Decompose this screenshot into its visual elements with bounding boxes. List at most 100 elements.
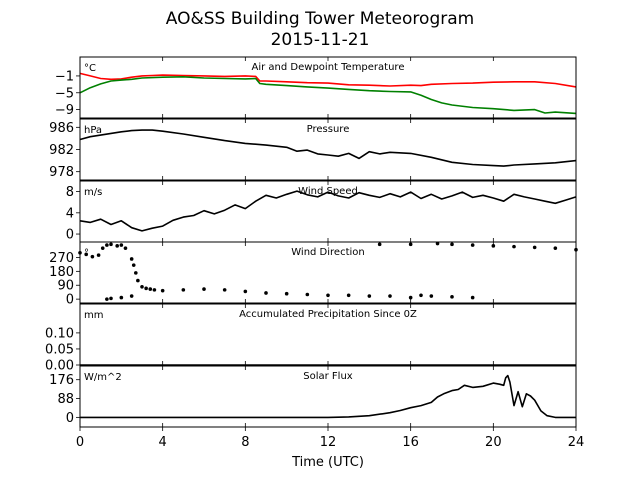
y-tick-label: −5 [55,86,74,101]
wind-direction-point [470,243,475,247]
y-tick-label: 4 [66,206,74,221]
wind-direction-point [377,242,382,247]
wind-direction-point [512,244,516,249]
wind-direction-point [202,287,206,291]
wind-direction-point [284,291,289,296]
y-tick-label: 270 [49,251,74,266]
wind-direction-point [243,289,248,294]
wind-direction-point [148,287,153,291]
y-tick-label: 986 [49,121,74,136]
wind-direction-point [435,241,440,246]
y-tick-label: 0 [66,228,74,243]
y-tick-label: 0.00 [45,359,74,374]
figure-title-line2: 2015-11-21 [271,30,370,50]
y-tick-label: −1 [55,69,74,84]
wind-direction-point [181,288,186,292]
panel-unit-label: °C [84,63,96,74]
wind-direction-point [123,246,128,250]
wind-direction-point [470,295,475,300]
wind-direction-point [129,257,134,261]
figure-title-line1: AO&SS Building Tower Meteorogram [166,9,474,29]
wind-direction-point [429,294,434,298]
x-tick-label: 8 [241,435,249,450]
panel-title: Pressure [307,124,350,135]
wind-direction-point [326,293,330,298]
panel-accumulated-precipitation-since-0z: 0.100.05 0.00 Accumulated Precipitation Si… [45,303,577,374]
panel-title: Solar Flux [303,371,353,382]
panel-solar-flux: 176 88 0 Solar Flux W/m^2 [49,365,577,428]
x-tick-label: 16 [402,435,419,450]
wind-direction-point [264,291,268,295]
panel-title: Accumulated Precipitation Since 0Z [239,309,417,320]
panel-unit-label: hPa [84,125,102,136]
wind-direction-point [105,297,109,301]
wind-direction-point [129,294,134,298]
wind-direction-point [388,294,392,298]
x-tick-label: 0 [76,435,84,450]
chart-panels: −1 −5 −9 Air and Dewpoint Temperature °C 986 9… [45,56,578,428]
y-tick-label: 90 [57,279,74,294]
wind-direction-point [553,246,558,250]
wind-direction-point [222,288,227,292]
wind-direction-point [119,243,124,247]
y-tick-label: 0.10 [45,326,74,341]
y-tick-label: −9 [55,103,74,118]
wind-direction-point [100,246,105,250]
wind-direction-point [115,244,119,248]
series-line-solar-flux-0 [80,374,576,419]
wind-direction-point [119,295,124,300]
wind-direction-point [131,263,136,267]
x-axis-label: Time (UTC) [291,455,364,470]
y-tick-label: 176 [49,373,74,388]
wind-direction-point [109,242,113,247]
x-tick-label: 12 [320,435,337,450]
wind-direction-point [408,242,413,247]
panel-unit-label: W/m^2 [84,372,122,383]
wind-direction-point [136,278,140,283]
panel-frame [79,56,577,119]
series-line-air-and-dewpoint-temperature-1 [79,76,577,115]
panel-title: Air and Dewpoint Temperature [252,62,405,73]
x-tick-label: 24 [568,435,585,450]
wind-direction-point [305,292,310,297]
panel-air-and-dewpoint-temperature: −1 −5 −9 Air and Dewpoint Temperature °C [55,56,577,119]
series-line-pressure-0 [79,129,577,167]
y-tick-label: 0 [66,293,74,308]
wind-direction-point [90,254,95,259]
y-tick-label: 8 [66,185,74,200]
y-tick-label: 978 [49,165,74,180]
wind-direction-point [367,294,372,298]
y-tick-label: 0 [66,411,74,426]
wind-direction-point [419,293,423,298]
wind-direction-point [346,293,351,298]
wind-direction-point [140,284,144,289]
x-tick-label: 20 [485,435,502,450]
series-line-wind-speed-0 [79,190,577,232]
x-tick-label: 4 [159,435,167,450]
wind-direction-point [84,252,88,257]
series-line-air-and-dewpoint-temperature-0 [79,72,577,88]
panel-unit-label: ° [84,248,89,259]
panel-unit-label: mm [84,310,103,321]
wind-direction-point [152,288,157,292]
wind-direction-point [144,286,148,291]
wind-direction-point [105,243,109,247]
wind-direction-point [134,271,138,275]
panel-title: Wind Direction [291,247,365,258]
panel-frame [79,118,577,181]
wind-direction-point [450,242,454,247]
panel-frame [79,303,577,366]
wind-direction-point [491,244,496,248]
y-tick-label: 180 [49,265,74,280]
panel-wind-speed: 8 4 0 Wind Speed m/s [66,180,577,243]
panel-frame [79,241,577,304]
y-tick-label: 0.05 [45,342,74,357]
y-tick-label: 982 [49,143,74,158]
wind-direction-point [96,253,101,257]
wind-direction-point [160,288,165,293]
x-axis: 0 4 8 12 16 20 24 [76,427,584,450]
wind-direction-point [532,245,537,250]
panel-unit-label: m/s [84,187,102,198]
